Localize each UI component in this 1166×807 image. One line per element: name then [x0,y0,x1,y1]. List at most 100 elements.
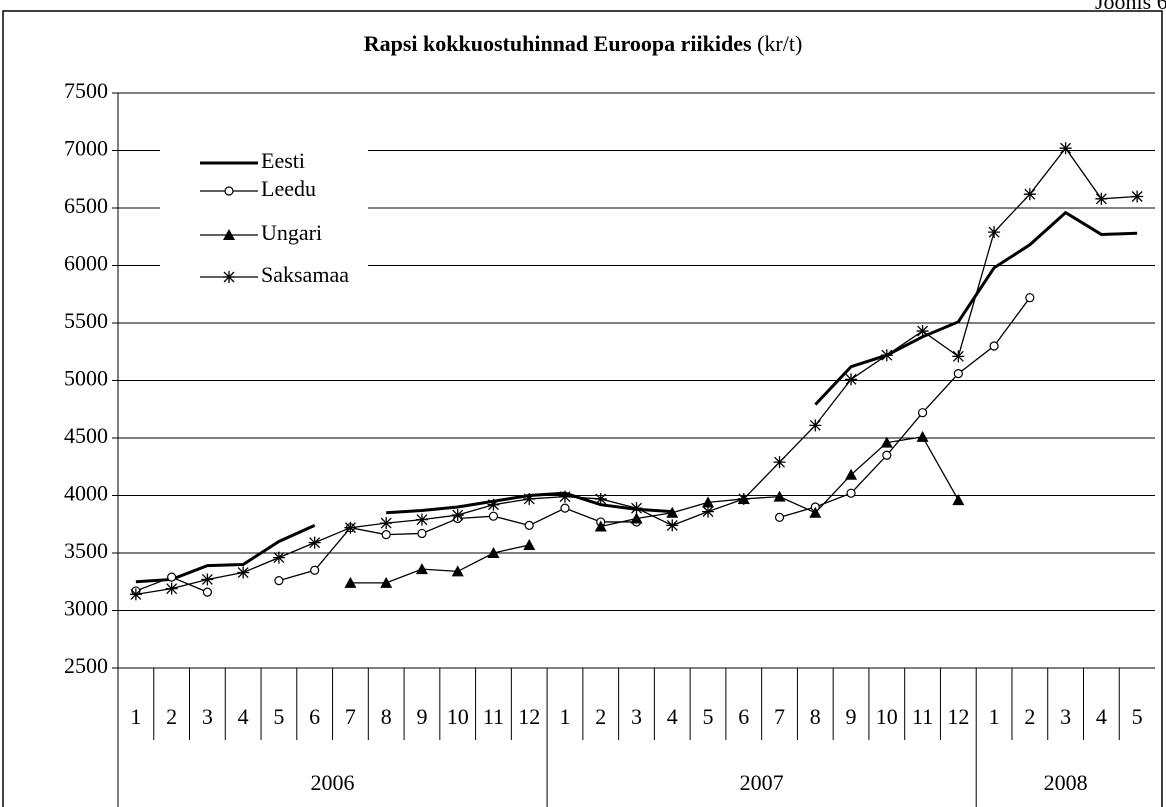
marker [809,419,822,432]
x-tick-label: 1 [989,704,1000,729]
x-tick-label: 5 [273,704,284,729]
x-tick-label: 10 [447,704,469,729]
y-tick-label: 6000 [64,251,108,276]
marker [845,373,858,386]
x-tick-label: 10 [876,704,898,729]
marker [451,565,464,577]
marker [737,492,750,505]
legend-marker [223,229,235,240]
x-tick-label: 3 [631,704,642,729]
marker [666,506,679,518]
y-tick-label: 4000 [64,481,108,506]
marker [380,576,393,588]
marker [523,492,536,505]
marker [809,506,822,518]
marker [310,565,320,575]
y-tick-label: 4500 [64,423,108,448]
marker [594,492,607,505]
marker [952,494,965,506]
marker [952,350,965,363]
marker [1095,192,1108,205]
marker [774,512,785,522]
marker [630,502,643,515]
marker [380,517,393,530]
marker [558,490,571,503]
marker [415,563,428,575]
year-label: 2006 [311,770,355,795]
marker [165,582,178,595]
year-label: 2007 [740,770,784,795]
marker [702,496,715,508]
x-tick-label: 12 [518,704,540,729]
marker [523,538,536,550]
x-tick-label: 1 [130,704,141,729]
legend-label: Ungari [261,220,322,245]
x-tick-label: 2 [595,704,606,729]
x-tick-label: 5 [1132,704,1143,729]
marker [237,566,250,579]
legend-marker [224,186,234,196]
marker [845,468,858,480]
marker [917,408,928,418]
y-tick-label: 5000 [64,366,108,391]
x-tick-label: 2 [166,704,177,729]
marker [880,436,893,448]
marker [1025,293,1035,303]
x-tick-label: 9 [846,704,857,729]
y-tick-label: 7000 [64,136,108,161]
marker [773,456,786,469]
marker [344,521,357,534]
x-tick-label: 8 [381,704,392,729]
year-label: 2008 [1044,770,1088,795]
legend-marker [223,271,235,283]
marker [415,513,428,526]
marker [417,528,427,539]
marker [882,450,892,460]
marker [274,575,284,586]
marker [1131,190,1144,203]
marker [381,529,391,540]
marker [524,520,534,531]
y-tick-label: 5500 [64,308,108,333]
x-tick-label: 8 [810,704,821,729]
marker [846,488,856,498]
marker [989,341,999,351]
marker [202,587,212,597]
marker [880,349,893,362]
marker [308,536,321,549]
title-unit: (kr/t) [757,31,802,56]
x-tick-label: 4 [238,704,249,729]
x-tick-label: 9 [416,704,427,729]
y-tick-label: 7500 [64,78,108,103]
marker [487,547,500,558]
x-tick-label: 3 [202,704,213,729]
marker [702,505,715,518]
marker [1023,188,1036,201]
marker [916,430,929,442]
x-tick-label: 7 [345,704,356,729]
marker [1059,142,1072,155]
marker [916,325,929,338]
chart-title: Rapsi kokkuostuhinnad Euroopa riikides (… [364,31,803,56]
marker [666,519,679,532]
marker [167,572,177,582]
marker [630,512,643,524]
y-tick-label: 3500 [64,538,108,563]
marker [201,573,214,586]
legend-box [160,128,368,298]
marker [129,588,142,601]
marker [344,576,357,588]
x-tick-label: 4 [667,704,678,729]
legend-label: Saksamaa [261,262,349,287]
x-tick-label: 11 [912,704,933,729]
y-tick-label: 2500 [64,653,108,678]
y-tick-label: 3000 [64,596,108,621]
x-tick-label: 11 [483,704,504,729]
marker [272,551,285,564]
marker [488,511,499,521]
y-tick-label: 6500 [64,193,108,218]
marker [953,369,963,379]
title-main: Rapsi kokkuostuhinnad Euroopa riikides [364,31,752,56]
